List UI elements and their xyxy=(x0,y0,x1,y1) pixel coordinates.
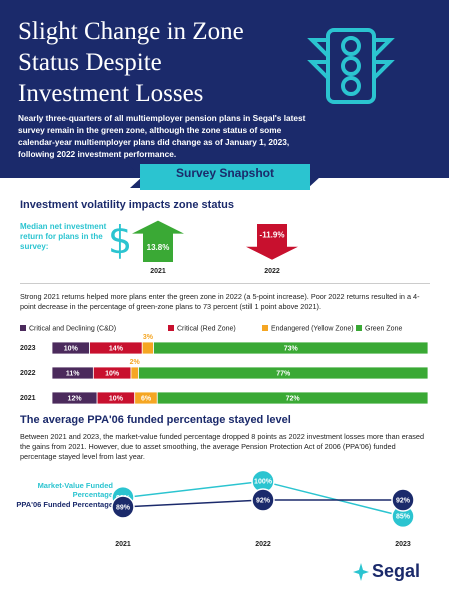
category-label: 2022 xyxy=(20,370,36,377)
section-heading: The average PPA'06 funded percentage sta… xyxy=(20,414,291,426)
bar-segment xyxy=(153,341,429,355)
return-label: Median net investment return for plans i… xyxy=(20,222,107,251)
bar-segment xyxy=(156,391,429,405)
category-label: 2022 xyxy=(264,268,280,275)
value-label: 73% xyxy=(284,345,299,352)
bar-segment xyxy=(130,366,139,380)
value-label: 6% xyxy=(141,395,152,402)
divider xyxy=(20,283,430,284)
bar-segment xyxy=(141,341,154,355)
banner-text: Survey Snapshot xyxy=(175,166,275,180)
zone-chart: Critical and Declining (C&D) Critical (Re… xyxy=(20,325,429,405)
arrow xyxy=(246,224,298,260)
category-label: 2023 xyxy=(20,345,36,352)
paragraph: Strong 2021 returns helped more plans en… xyxy=(20,292,420,311)
legend-swatch xyxy=(262,325,268,331)
value-label: 12% xyxy=(68,395,83,402)
x-label: 2021 xyxy=(115,541,131,548)
value-label: 85% xyxy=(396,514,411,521)
category-label: 2021 xyxy=(20,395,36,402)
x-label: 2023 xyxy=(395,541,411,548)
value-label: 92% xyxy=(396,497,411,504)
paragraph: Between 2021 and 2023, the market-value … xyxy=(20,432,425,461)
value-label: 10% xyxy=(64,345,79,352)
value-label: 11% xyxy=(66,370,80,377)
logo-icon xyxy=(353,563,369,581)
returns-chart: 13.8% 2021 -11.9% 2022 xyxy=(132,220,298,275)
value-label: 2% xyxy=(130,359,141,366)
legend-swatch xyxy=(20,325,26,331)
logo: Segal xyxy=(372,561,421,581)
bar-segment xyxy=(138,366,429,380)
value-label: 100% xyxy=(254,479,273,486)
banner-shape xyxy=(130,164,320,190)
legend-label: Critical and Declining (C&D) xyxy=(29,325,116,332)
legend-label: Critical (Red Zone) xyxy=(177,325,236,332)
arrow xyxy=(132,220,184,262)
value-label: 14% xyxy=(109,345,124,352)
value-label: 3% xyxy=(143,334,154,341)
x-label: 2022 xyxy=(255,541,271,548)
funded-chart: 20212022202393%100%85%89%92%92% xyxy=(111,469,415,548)
value-label: 10% xyxy=(105,370,120,377)
value-label: 92% xyxy=(256,497,271,504)
value-label: 77% xyxy=(276,370,291,377)
legend-label: Green Zone xyxy=(365,325,402,332)
legend-label: Endangered (Yellow Zone) xyxy=(271,325,354,332)
dollar-icon: $ xyxy=(108,218,133,262)
intro: Nearly three-quarters of all multiemploy… xyxy=(18,113,306,159)
point xyxy=(251,488,275,512)
legend-swatch xyxy=(356,325,362,331)
category-label: 2021 xyxy=(150,268,166,275)
traffic-light-icon xyxy=(307,28,395,104)
value-label: -11.9% xyxy=(260,230,285,239)
series-label: PPA'06 Funded Percentage xyxy=(16,500,113,509)
legend-swatch xyxy=(168,325,174,331)
value-label: 89% xyxy=(116,504,131,511)
section-heading: Investment volatility impacts zone statu… xyxy=(20,199,234,211)
point xyxy=(391,488,415,512)
value-label: 13.8% xyxy=(147,243,170,252)
value-label: 10% xyxy=(109,395,124,402)
point xyxy=(111,495,135,519)
value-label: 72% xyxy=(286,395,301,402)
series-label: Market-Value Funded Percentage xyxy=(37,481,113,499)
title: Slight Change in Zone Status Despite Inv… xyxy=(18,18,244,107)
